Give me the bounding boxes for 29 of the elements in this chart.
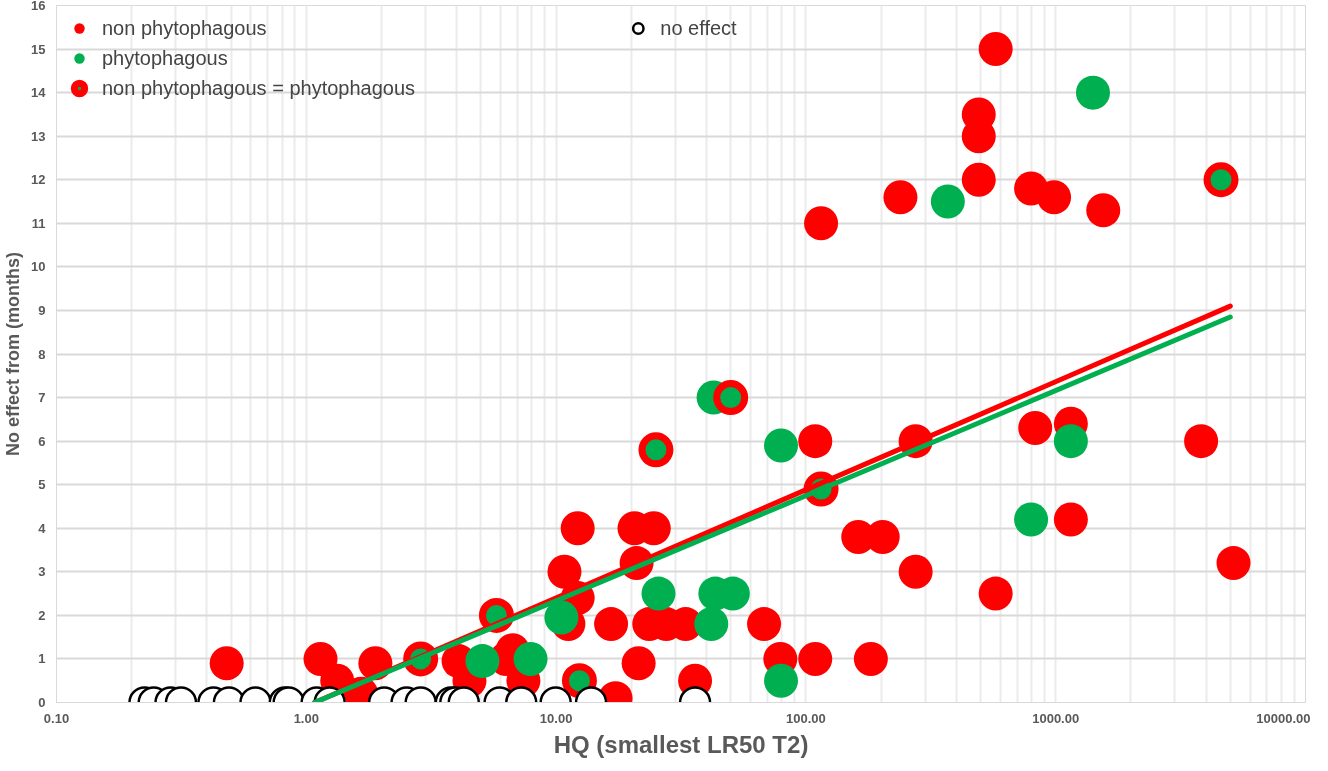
y-tick-label: 11 — [31, 215, 46, 231]
y-tick-label: 15 — [31, 41, 46, 57]
x-axis-title: HQ (smallest LR50 T2) — [553, 730, 809, 758]
y-tick-label: 2 — [38, 607, 46, 623]
y-tick-label: 5 — [38, 477, 46, 493]
x-tick-label: 100.00 — [786, 710, 826, 726]
y-tick-label: 8 — [38, 346, 46, 362]
legend-label: non phytophagous — [102, 16, 267, 40]
y-tick-label: 12 — [31, 172, 46, 188]
y-axis-title: No effect from (months) — [3, 252, 24, 456]
y-tick-label: 7 — [38, 390, 46, 406]
y-tick-label: 1 — [38, 651, 46, 667]
x-tick-label: 1.00 — [293, 710, 319, 726]
legend-label: no effect — [660, 16, 737, 40]
y-tick-label: 14 — [31, 85, 47, 101]
y-tick-label: 3 — [38, 564, 46, 580]
y-tick-label: 9 — [38, 302, 46, 318]
y-tick-label: 6 — [38, 433, 46, 449]
y-tick-label: 13 — [31, 128, 46, 144]
x-tick-label: 0.10 — [43, 710, 70, 726]
y-tick-label: 4 — [38, 520, 47, 536]
x-tick-label: 10.00 — [539, 710, 573, 726]
x-tick-label: 1000.00 — [1032, 710, 1080, 726]
legend-label: non phytophagous = phytophagous — [102, 76, 416, 100]
y-tick-label: 0 — [38, 695, 46, 710]
legend-label: phytophagous — [102, 46, 228, 70]
y-tick-label: 16 — [31, 0, 46, 13]
x-tick-label: 10000.00 — [1256, 710, 1311, 726]
y-tick-label: 10 — [31, 259, 46, 275]
